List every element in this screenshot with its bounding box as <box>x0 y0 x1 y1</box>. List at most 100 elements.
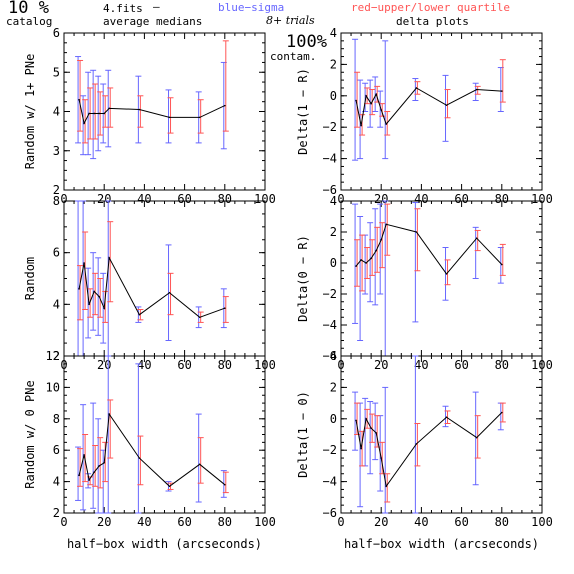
median-point <box>365 95 367 97</box>
y-tick-label: 3 <box>53 144 60 158</box>
median-point <box>380 457 383 459</box>
median-point <box>385 223 388 226</box>
median-point <box>380 238 383 241</box>
y-tick-label: 2 <box>53 349 60 363</box>
fits-label: 4.fits <box>103 2 143 15</box>
median-point <box>475 88 478 91</box>
median-point <box>415 87 418 89</box>
dash-label: – <box>153 0 160 13</box>
x-tick-label: 80 <box>218 515 232 529</box>
x-tick-label: 80 <box>495 358 509 372</box>
x-tick-label: 0 <box>60 192 67 206</box>
median-point <box>138 457 141 459</box>
median-point <box>138 108 141 111</box>
median-point <box>355 265 357 267</box>
y-tick-label: 0 <box>330 256 337 270</box>
y-tick-label: −2 <box>323 443 337 457</box>
median-point <box>83 454 85 456</box>
median-point <box>385 485 388 488</box>
y-tick-label: 4 <box>53 297 60 311</box>
panel-right-top-frame <box>340 32 543 191</box>
median-point <box>108 413 111 415</box>
percent-label: 10 % <box>8 0 49 18</box>
y-tick-label: 2 <box>330 380 337 394</box>
x-tick-label: 40 <box>137 358 151 372</box>
median-series-line <box>78 99 226 125</box>
y-tick-label: 2 <box>53 183 60 197</box>
y-tick-label: 6 <box>53 246 60 260</box>
median-point <box>501 263 503 266</box>
y-tick-label: 8 <box>53 412 60 426</box>
y-tick-label: 10 <box>46 380 60 394</box>
median-point <box>224 307 226 310</box>
median-point <box>501 90 503 92</box>
y-axis-label: Delta(1 − R) <box>296 68 310 155</box>
median-point <box>168 485 171 488</box>
red-quartile-legend: red−upper/lower quartile <box>351 1 510 14</box>
x-tick-label: 80 <box>495 192 509 206</box>
median-point <box>78 474 80 477</box>
median-point <box>88 479 90 481</box>
median-point <box>83 262 85 264</box>
average-medians-label: average medians <box>103 15 203 28</box>
trials-label: 8+ trials <box>266 14 315 27</box>
median-point <box>103 461 105 464</box>
x-tick-label: 20 <box>374 358 388 372</box>
median-point <box>385 123 388 125</box>
median-point <box>355 99 357 102</box>
y-tick-label: 4 <box>330 349 337 363</box>
y-tick-label: 4 <box>53 475 60 489</box>
x-tick-label: 40 <box>414 358 428 372</box>
median-point <box>370 102 372 105</box>
x-tick-label: 0 <box>337 515 344 529</box>
y-axis-label: Random w/ 1+ PNe <box>23 54 37 170</box>
median-point <box>445 416 448 419</box>
x-tick-label: 0 <box>60 515 67 529</box>
x-tick-label: 100 <box>254 515 276 529</box>
y-tick-label: 0 <box>330 89 337 103</box>
median-point <box>108 257 111 259</box>
median-point <box>103 112 105 115</box>
median-point <box>224 104 226 107</box>
median-point <box>475 237 478 239</box>
median-point <box>375 432 377 434</box>
median-point <box>78 288 80 290</box>
median-point <box>88 112 90 115</box>
panel-right-middle-frame <box>340 200 543 357</box>
median-point <box>475 436 478 439</box>
x-tick-label: 100 <box>531 192 553 206</box>
x-tick-label: 80 <box>495 515 509 529</box>
x-tick-label: 0 <box>337 192 344 206</box>
x-axis-label: half−box width (arcseconds) <box>344 537 539 551</box>
median-point <box>88 303 90 306</box>
x-tick-label: 60 <box>177 515 191 529</box>
y-tick-label: −2 <box>323 287 337 301</box>
median-point <box>168 116 171 119</box>
y-tick-label: 4 <box>330 26 337 40</box>
x-tick-label: 60 <box>177 192 191 206</box>
x-tick-label: 60 <box>454 515 468 529</box>
y-tick-label: 4 <box>53 105 60 119</box>
median-point <box>198 116 201 119</box>
median-point <box>375 249 377 252</box>
y-tick-label: −6 <box>323 506 337 520</box>
median-point <box>103 307 105 310</box>
x-tick-label: 40 <box>137 192 151 206</box>
x-tick-label: 100 <box>254 192 276 206</box>
median-point <box>93 112 95 115</box>
median-point <box>98 295 100 298</box>
median-point <box>198 463 201 466</box>
median-point <box>415 231 418 233</box>
y-tick-label: 0 <box>330 412 337 426</box>
median-point <box>360 447 362 450</box>
y-tick-label: −4 <box>323 475 337 489</box>
median-point <box>365 418 367 420</box>
y-axis-label: Random w/ 0 PNe <box>23 380 37 488</box>
median-series-line <box>355 87 502 126</box>
median-point <box>138 313 141 316</box>
panel-right-bottom-frame <box>340 355 543 514</box>
median-point <box>370 427 372 430</box>
y-tick-label: −4 <box>323 318 337 332</box>
median-point <box>360 124 362 127</box>
